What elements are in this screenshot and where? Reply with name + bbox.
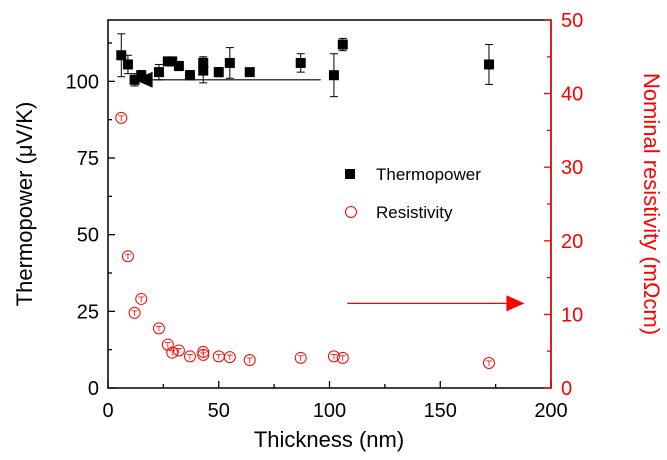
x-axis-title: Thickness (nm) <box>254 427 404 452</box>
resistivity-point <box>115 111 128 124</box>
resistivity-point <box>135 292 148 305</box>
series-thermopower <box>116 33 494 98</box>
x-tick-label: 50 <box>208 400 230 422</box>
x-tick-label: 0 <box>102 400 113 422</box>
legend-label-thermopower: Thermopower <box>376 165 481 184</box>
thermopower-point <box>224 57 235 68</box>
y-axis-right-title: Nominal resistivity (mΩcm) <box>639 73 664 335</box>
y-axis-left-title: Thermopower (μV/K) <box>12 102 37 307</box>
x-tick-label: 150 <box>424 400 457 422</box>
y-right-tick-label: 30 <box>561 157 583 179</box>
resistivity-point <box>152 322 165 335</box>
resistivity-point <box>336 351 349 364</box>
thermopower-point <box>337 39 348 50</box>
resistivity-point <box>327 350 340 363</box>
y-left-tick-label: 75 <box>77 148 99 170</box>
resistivity-point <box>294 351 307 364</box>
legend-marker-resistivity <box>345 206 357 218</box>
y-left-tick-label: 50 <box>77 225 99 247</box>
y-right-tick-label: 40 <box>561 84 583 106</box>
thermopower-point <box>136 70 147 81</box>
y-left-tick-label: 25 <box>77 301 99 323</box>
x-tick-label: 100 <box>313 400 346 422</box>
legend-label-resistivity: Resistivity <box>376 203 453 222</box>
thermopower-point <box>483 59 494 70</box>
thermopower-point <box>167 56 178 67</box>
thermopower-point <box>122 59 133 70</box>
legend-marker-thermopower <box>345 169 355 179</box>
resistivity-point <box>482 356 495 369</box>
resistivity-point <box>223 351 236 364</box>
resistivity-point <box>197 348 210 361</box>
thermopower-point <box>116 50 127 61</box>
y-right-tick-label: 0 <box>561 378 572 400</box>
thermopower-point <box>173 61 184 71</box>
legend: Thermopower Resistivity <box>345 165 481 222</box>
resistivity-point <box>128 306 141 319</box>
x-axis: 0 50 100 150 200 <box>102 381 568 422</box>
y-axis-right: 0 10 20 30 40 50 <box>544 10 583 400</box>
resistivity-point <box>121 250 134 263</box>
resistivity-point <box>197 345 210 358</box>
thermopower-point <box>198 57 209 68</box>
annotation-arrows <box>134 71 525 312</box>
x-tick-label: 200 <box>534 400 567 422</box>
y-left-tick-label: 0 <box>88 378 99 400</box>
resistivity-point <box>183 350 196 363</box>
thermopower-point <box>129 74 140 85</box>
resistivity-point <box>166 346 179 359</box>
thermopower-point <box>184 70 195 81</box>
thermopower-point <box>328 70 339 81</box>
y-right-tick-label: 20 <box>561 231 583 253</box>
thermopower-point <box>213 67 224 78</box>
thermopower-point <box>244 67 255 78</box>
thermopower-point <box>153 67 164 78</box>
annotation-arrow-head <box>506 295 525 312</box>
y-axis-left: 0 25 50 75 100 <box>66 42 115 400</box>
series-resistivity <box>115 111 495 369</box>
y-left-tick-label: 100 <box>66 71 99 93</box>
resistivity-point <box>243 354 256 367</box>
thermopower-point <box>295 57 306 68</box>
thermopower-point <box>198 65 209 76</box>
resistivity-point <box>172 344 185 357</box>
y-right-tick-label: 50 <box>561 10 583 32</box>
y-right-tick-label: 10 <box>561 304 583 326</box>
